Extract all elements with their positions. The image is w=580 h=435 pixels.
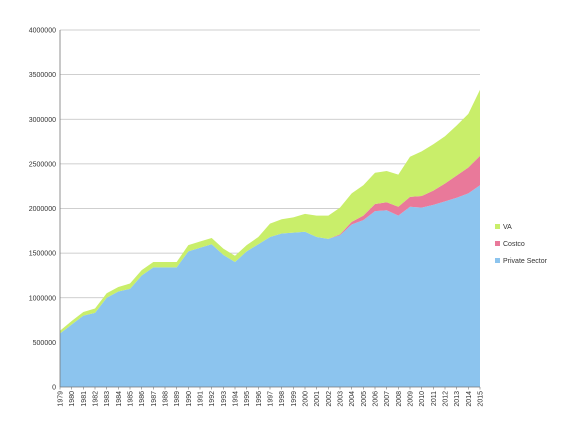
legend-label-private-sector: Private Sector (503, 258, 548, 265)
x-tick-label: 1994 (233, 391, 240, 407)
y-tick-label: 500000 (33, 340, 56, 347)
legend-swatch-costco (495, 241, 500, 246)
stacked-areas (60, 89, 480, 387)
x-tick-label: 1993 (221, 391, 228, 407)
x-tick-label: 2012 (443, 391, 450, 407)
x-tick-label: 1984 (116, 391, 123, 407)
x-tick-label: 1997 (268, 391, 275, 407)
x-tick-label: 1990 (186, 391, 193, 407)
x-tick-label: 1996 (256, 391, 263, 407)
y-tick-label: 3000000 (29, 117, 56, 124)
x-tick-label: 1981 (81, 391, 88, 407)
x-tick-label: 1982 (93, 391, 100, 407)
y-axis-ticks: 0 500000 1000000 1500000 2000000 2500000 30000… (29, 28, 56, 392)
x-tick-label: 1991 (198, 391, 205, 407)
y-tick-label: 2500000 (29, 161, 56, 168)
x-tick-label: 2014 (466, 391, 473, 407)
x-tick-label: 1992 (209, 391, 216, 407)
x-tick-label: 1980 (69, 391, 76, 407)
x-tick-label: 2005 (361, 391, 368, 407)
x-tick-label: 1998 (279, 391, 286, 407)
x-tick-label: 2008 (396, 391, 403, 407)
x-tick-label: 2003 (338, 391, 345, 407)
legend-swatch-va (495, 224, 500, 229)
x-tick-label: 1979 (58, 391, 65, 407)
x-tick-label: 1986 (139, 391, 146, 407)
x-tick-label: 2015 (478, 391, 485, 407)
x-tick-label: 2013 (454, 391, 461, 407)
legend-swatch-private-sector (495, 258, 500, 263)
x-tick-label: 2002 (326, 391, 333, 407)
y-tick-label: 2000000 (29, 206, 56, 213)
x-tick-label: 1983 (104, 391, 111, 407)
x-axis-ticks: 1979 1980 1981 1982 1983 1984 1985 1986 1987 1988… (58, 387, 485, 407)
x-tick-label: 2007 (384, 391, 391, 407)
y-tick-label: 1000000 (29, 295, 56, 302)
x-tick-label: 1987 (151, 391, 158, 407)
x-tick-label: 2000 (303, 391, 310, 407)
x-tick-label: 2006 (373, 391, 380, 407)
x-tick-label: 2009 (408, 391, 415, 407)
area-private-sector (60, 185, 480, 387)
legend-label-costco: Costco (503, 241, 525, 248)
x-tick-label: 1985 (128, 391, 135, 407)
x-tick-label: 1995 (244, 391, 251, 407)
x-tick-label: 1988 (163, 391, 170, 407)
y-tick-label: 4000000 (29, 28, 56, 35)
x-tick-label: 2001 (314, 391, 321, 407)
x-tick-label: 2011 (431, 391, 438, 406)
x-tick-label: 2004 (349, 391, 356, 407)
x-tick-label: 1989 (174, 391, 181, 407)
y-tick-label: 1500000 (29, 251, 56, 258)
x-tick-label: 1999 (291, 391, 298, 407)
y-tick-label: 0 (52, 385, 56, 392)
legend: VA Costco Private Sector (495, 224, 548, 265)
legend-label-va: VA (503, 224, 512, 231)
y-tick-label: 3500000 (29, 72, 56, 79)
x-tick-label: 2010 (419, 391, 426, 407)
